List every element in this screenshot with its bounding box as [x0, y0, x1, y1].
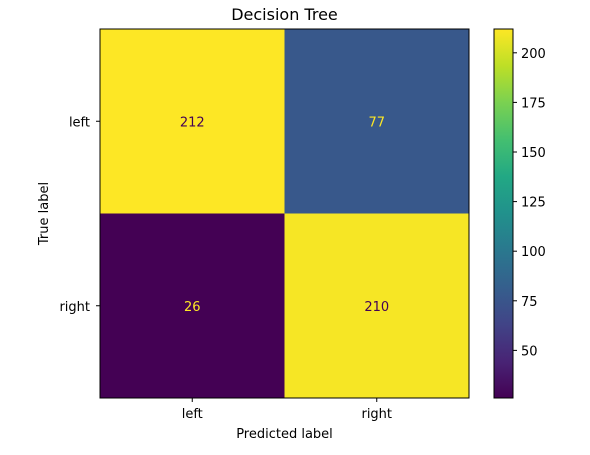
colorbar-ticks: 50 75 100 125 150 175 200	[513, 47, 546, 359]
y-axis-ticks: left right	[59, 115, 100, 315]
cell-value-label: 26	[184, 300, 201, 315]
chart-title: Decision Tree	[231, 5, 338, 24]
heatmap-cells	[100, 29, 470, 399]
colorbar-tick-label: 75	[521, 295, 538, 310]
colorbar-tick-label: 50	[521, 344, 538, 359]
colorbar-tick-label: 100	[521, 245, 546, 260]
colorbar-tick-label: 200	[521, 47, 546, 62]
cell-value-labels: 212 77 26 210	[180, 115, 389, 315]
x-axis-ticks: left right	[182, 398, 392, 422]
cell-value-label: 210	[364, 300, 389, 315]
y-axis-label: True label	[37, 182, 52, 246]
cell-value-label: 77	[368, 115, 385, 130]
y-tick-label: right	[59, 300, 90, 315]
x-tick-label: left	[182, 407, 203, 422]
colorbar-tick-label: 125	[521, 196, 546, 211]
y-tick-label: left	[69, 115, 90, 130]
colorbar-tick-label: 175	[521, 96, 546, 111]
x-axis-label: Predicted label	[236, 427, 333, 442]
cell-value-label: 212	[180, 115, 205, 130]
colorbar	[493, 28, 514, 399]
x-tick-label: right	[361, 407, 392, 422]
heatmap-cell	[284, 29, 470, 214]
colorbar-tick-label: 150	[521, 146, 546, 161]
plot-frame	[99, 28, 470, 399]
heatmap-cell	[100, 29, 285, 214]
heatmap-cell	[284, 213, 470, 399]
heatmap-cell	[100, 213, 285, 399]
